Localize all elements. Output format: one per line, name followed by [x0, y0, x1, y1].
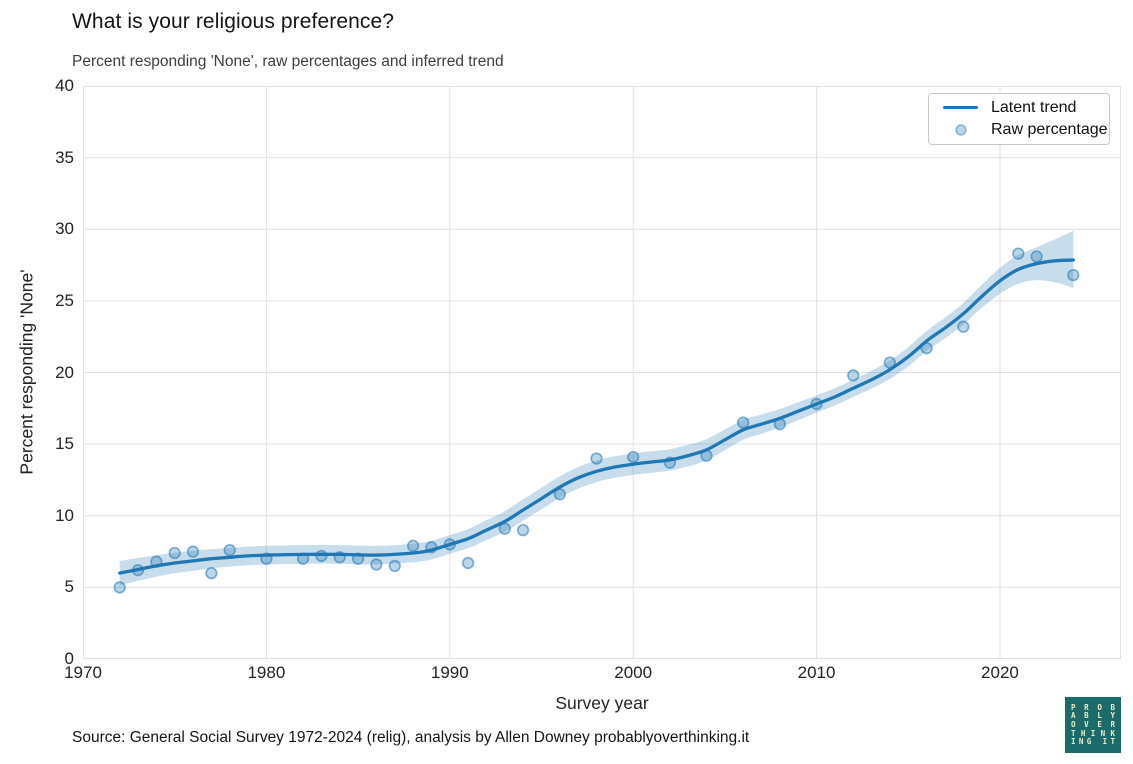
legend-label: Raw percentage: [991, 121, 1108, 139]
legend-line-swatch-icon: [943, 106, 978, 110]
data-point: [186, 545, 200, 558]
y-tick-label: 40: [55, 76, 74, 95]
data-point: [333, 551, 346, 564]
data-point: [131, 564, 145, 577]
data-point: [957, 320, 970, 333]
y-tick-label: 20: [55, 362, 74, 382]
data-point: [260, 552, 273, 565]
data-point: [425, 541, 438, 554]
legend-item-raw-percentage: Raw percentage: [937, 120, 1108, 141]
legend: Latent trend Raw percentage: [928, 93, 1110, 145]
y-tick-label: 25: [55, 290, 74, 310]
y-tick-label: 15: [55, 434, 74, 454]
data-point: [737, 416, 750, 429]
data-point: [590, 452, 603, 465]
x-tick-label: 2010: [797, 663, 836, 682]
data-point: [553, 488, 566, 501]
data-point: [388, 559, 401, 573]
x-tick-label: 2020: [981, 663, 1019, 682]
trend-line: [118, 258, 1075, 575]
x-tick-label: 1990: [430, 663, 469, 682]
data-point: [1067, 268, 1080, 282]
data-point: [627, 450, 640, 464]
data-point: [315, 549, 328, 563]
data-point: [920, 341, 933, 355]
data-point: [700, 449, 713, 462]
data-point: [406, 539, 420, 552]
data-point: [296, 552, 310, 565]
data-point: [205, 566, 218, 580]
y-tick-label: 35: [55, 147, 74, 167]
data-point: [1030, 250, 1043, 263]
x-tick-label: 1970: [64, 663, 102, 682]
data-point: [351, 552, 365, 565]
x-axis-label: Survey year: [555, 693, 649, 713]
data-point: [1012, 247, 1025, 260]
legend-marker-swatch-icon: [943, 126, 978, 135]
data-point: [773, 417, 787, 431]
data-point: [516, 523, 530, 537]
legend-label: Latent trend: [991, 98, 1077, 116]
data-point: [461, 556, 475, 570]
plot-area: [83, 86, 1121, 659]
x-tick-label: 2000: [614, 663, 653, 682]
data-point: [498, 522, 511, 535]
y-tick-label: 5: [64, 577, 74, 597]
plot-border: [83, 86, 1121, 659]
confidence-band: [119, 230, 1074, 586]
y-tick-label: 0: [64, 649, 74, 668]
data-point: [113, 581, 126, 594]
data-point: [150, 555, 163, 568]
legend-item-latent-trend: Latent trend: [937, 97, 1101, 118]
data-point: [370, 558, 383, 571]
data-point: [168, 546, 181, 560]
data-point: [883, 356, 897, 369]
data-point: [223, 543, 236, 557]
data-point: [663, 456, 677, 469]
chart-title: What is your religious preference?: [72, 10, 395, 33]
source-note: Source: General Social Survey 1972-2024 …: [72, 729, 750, 746]
marker-dot-icon: [956, 126, 965, 135]
y-tick-label: 30: [55, 219, 74, 239]
data-point: [847, 369, 860, 382]
data-point: [810, 397, 823, 411]
data-point: [443, 538, 456, 551]
chart-subtitle: Percent responding 'None', raw percentag…: [72, 53, 504, 70]
y-tick-label: 10: [55, 505, 74, 525]
x-tick-label: 1980: [247, 663, 286, 682]
